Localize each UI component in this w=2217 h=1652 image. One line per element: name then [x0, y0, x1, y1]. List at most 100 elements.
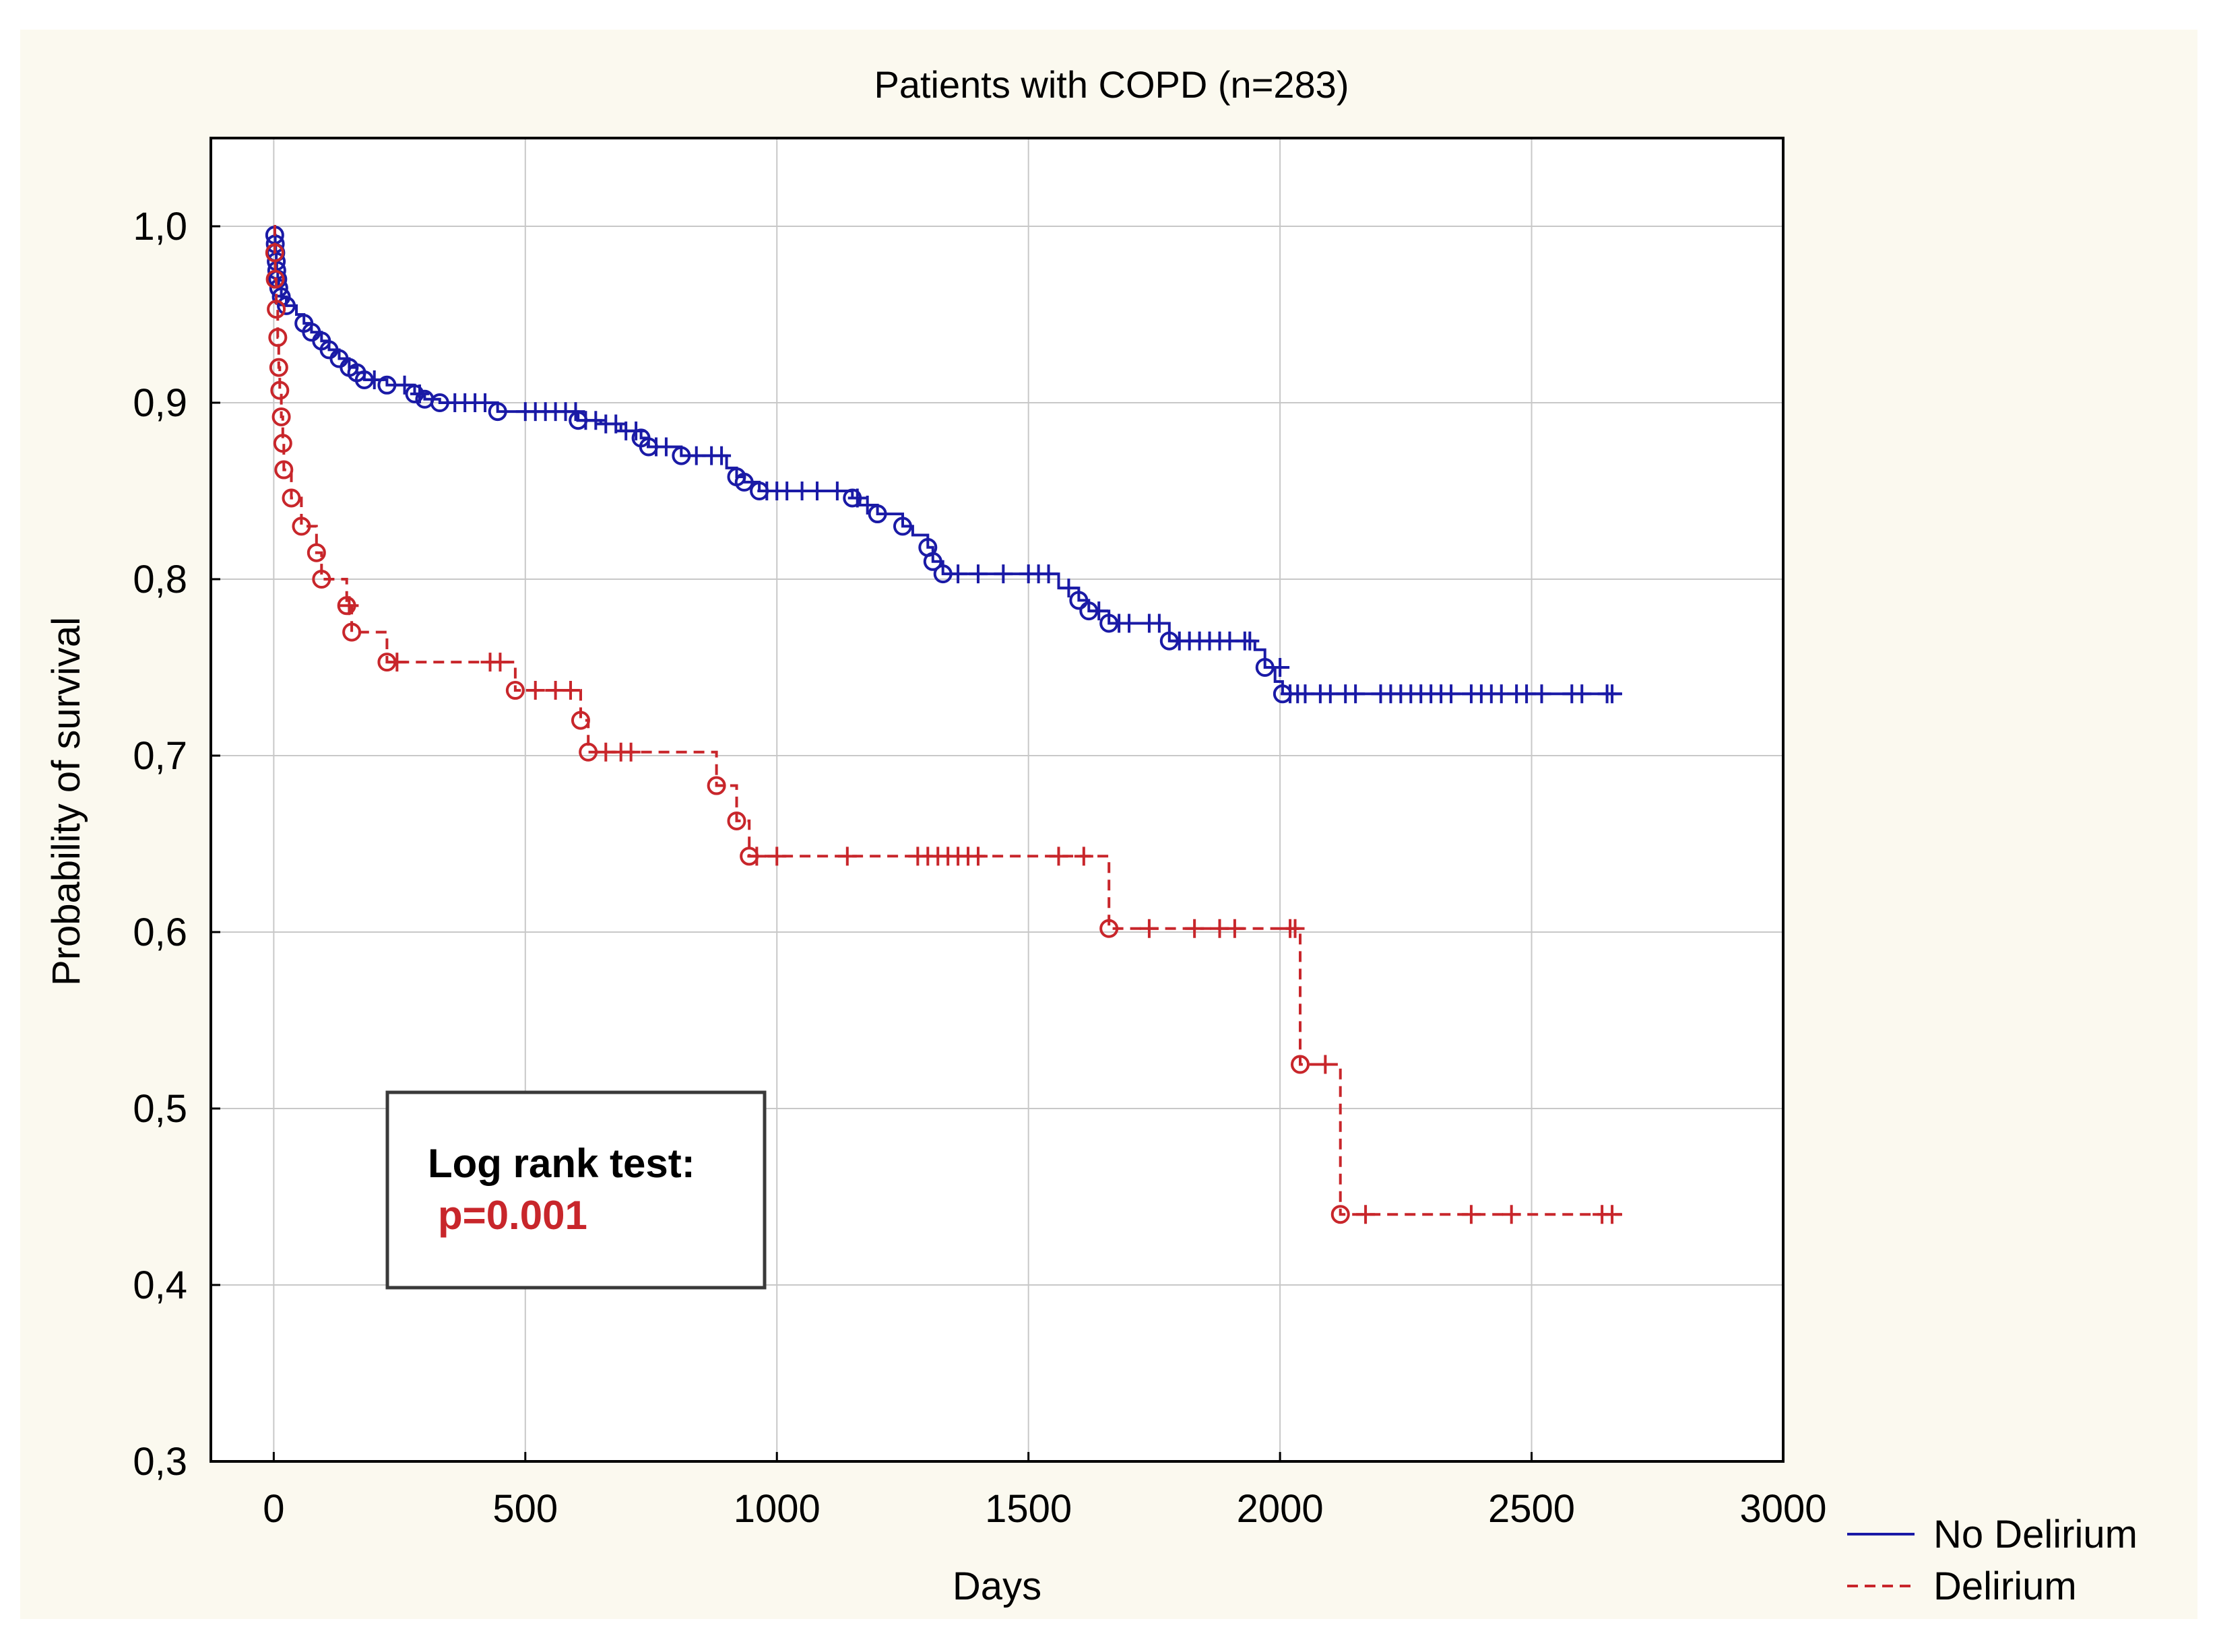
event-marker-no-delirium	[1099, 614, 1119, 633]
event-marker-delirium	[282, 488, 301, 508]
y-tick-label: 0,3	[133, 1440, 187, 1484]
event-marker-no-delirium	[893, 517, 912, 536]
plot-frame	[210, 137, 1785, 1463]
event-marker-no-delirium	[1273, 684, 1292, 704]
event-marker-no-delirium	[354, 370, 374, 389]
event-marker-delirium	[292, 517, 311, 536]
censor-mark-no-delirium	[968, 564, 988, 584]
x-tick-label: 0	[263, 1487, 284, 1531]
event-marker-delirium	[267, 300, 286, 319]
x-tick-label: 1500	[985, 1487, 1072, 1531]
event-marker-no-delirium	[923, 552, 942, 571]
event-marker-no-delirium	[868, 504, 887, 524]
event-marker-delirium	[265, 243, 284, 263]
censor-mark-no-delirium	[476, 393, 495, 412]
y-tick-label: 0,6	[133, 911, 187, 954]
event-marker-delirium	[273, 434, 292, 453]
event-marker-delirium	[270, 381, 290, 400]
y-tick-label: 1,0	[133, 205, 187, 249]
event-marker-no-delirium	[843, 488, 862, 508]
censor-mark-no-delirium	[827, 482, 847, 500]
event-marker-no-delirium	[1255, 658, 1275, 677]
legend-label-no-delirium: No Delirium	[1933, 1513, 2138, 1556]
x-tick-labels: 0 500 1000 1500 2000 2500 3000	[263, 1487, 1826, 1531]
event-marker-delirium	[1330, 1205, 1350, 1224]
x-tick-label: 1000	[734, 1487, 821, 1531]
legend-label-delirium: Delirium	[1933, 1564, 2077, 1608]
event-marker-no-delirium	[672, 446, 691, 465]
event-marker-delirium	[269, 358, 288, 377]
event-marker-delirium	[579, 742, 598, 762]
censor-mark-delirium	[1074, 847, 1093, 866]
event-marker-delirium	[1290, 1055, 1310, 1074]
event-marker-delirium	[265, 269, 285, 289]
annotation-box	[385, 1090, 767, 1290]
y-tick-label: 0,9	[133, 381, 187, 425]
event-marker-delirium	[707, 776, 726, 795]
censor-mark-no-delirium	[1059, 579, 1079, 598]
event-marker-delirium	[271, 407, 291, 426]
censor-mark-delirium	[1185, 919, 1204, 938]
censor-mark-delirium	[1603, 1205, 1622, 1224]
x-tick-label: 2000	[1237, 1487, 1324, 1531]
censor-mark-no-delirium	[395, 375, 414, 395]
x-tick-label: 3000	[1739, 1487, 1826, 1531]
censor-mark-no-delirium	[586, 411, 606, 430]
censor-mark-delirium	[1225, 919, 1244, 938]
event-marker-no-delirium	[750, 482, 769, 500]
event-marker-delirium	[274, 460, 294, 480]
censor-mark-no-delirium	[807, 482, 827, 500]
event-marker-delirium	[571, 711, 590, 730]
event-marker-no-delirium	[1159, 631, 1179, 651]
y-tick-label: 0,8	[133, 558, 187, 601]
event-marker-no-delirium	[277, 296, 296, 315]
censor-mark-delirium	[837, 847, 857, 866]
event-marker-delirium	[740, 847, 759, 866]
censor-mark-no-delirium	[1532, 684, 1551, 704]
event-marker-delirium	[505, 681, 525, 700]
censor-mark-delirium	[1461, 1205, 1481, 1224]
event-marker-delirium	[377, 653, 397, 672]
censor-mark-no-delirium	[712, 446, 732, 465]
y-tick-labels: 0,3 0,4 0,5 0,6 0,7 0,8 0,9 1,0	[133, 205, 187, 1484]
censor-mark-delirium	[1356, 1205, 1376, 1224]
event-marker-delirium	[727, 811, 746, 830]
censor-mark-delirium	[1316, 1055, 1335, 1074]
censor-mark-no-delirium	[994, 564, 1013, 584]
event-marker-no-delirium	[488, 402, 507, 422]
censor-mark-delirium	[490, 653, 510, 672]
series-delirium	[265, 225, 1622, 1224]
y-tick-label: 0,5	[133, 1087, 187, 1131]
censor-mark-no-delirium	[1442, 684, 1461, 704]
event-marker-no-delirium	[377, 375, 397, 395]
censor-mark-delirium	[1049, 847, 1068, 866]
censor-mark-delirium	[621, 742, 641, 762]
censor-mark-no-delirium	[606, 414, 626, 434]
x-tick-label: 500	[492, 1487, 558, 1531]
event-marker-delirium	[268, 328, 288, 348]
log-rank-annotation: Log rank test: p=0.001	[385, 1090, 767, 1290]
event-marker-delirium	[312, 570, 331, 589]
censor-mark-no-delirium	[1346, 684, 1365, 704]
event-marker-no-delirium	[1069, 591, 1089, 610]
x-axis-label: Days	[953, 1564, 1041, 1608]
event-marker-no-delirium	[269, 278, 288, 298]
event-marker-no-delirium	[569, 411, 588, 430]
event-marker-delirium	[1099, 919, 1119, 938]
censor-mark-no-delirium	[1120, 614, 1139, 633]
censor-mark-delirium	[525, 681, 545, 700]
censor-mark-no-delirium	[1240, 631, 1260, 651]
censor-mark-no-delirium	[858, 495, 877, 515]
survival-curves	[265, 225, 1622, 1224]
event-marker-delirium	[342, 622, 362, 642]
censor-mark-no-delirium	[1149, 614, 1169, 633]
censor-mark-delirium	[1139, 919, 1159, 938]
censor-mark-no-delirium	[1572, 684, 1592, 704]
event-marker-no-delirium	[933, 564, 953, 584]
censor-mark-delirium	[1502, 1205, 1521, 1224]
legend: No Delirium Delirium	[1847, 1513, 2138, 1608]
censor-mark-no-delirium	[1603, 684, 1622, 704]
chart-title: Patients with COPD (n=283)	[874, 63, 1349, 106]
